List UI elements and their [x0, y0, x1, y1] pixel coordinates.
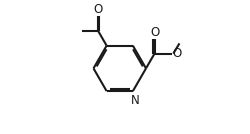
Text: O: O — [172, 47, 181, 60]
Text: N: N — [130, 94, 139, 107]
Text: O: O — [94, 3, 103, 16]
Text: O: O — [150, 25, 159, 38]
